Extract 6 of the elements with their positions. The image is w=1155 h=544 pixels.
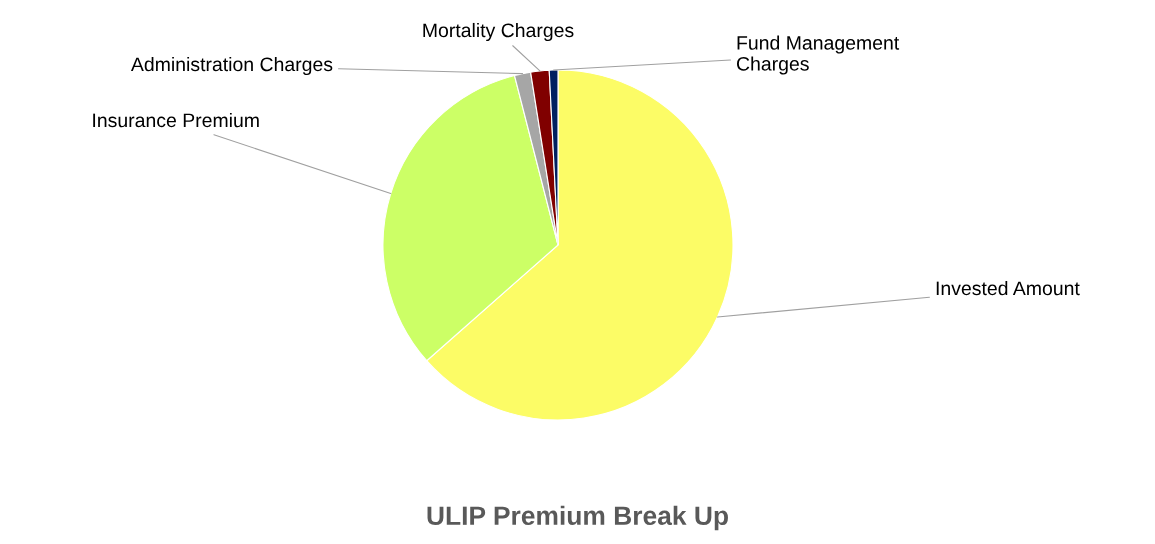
slice-label: Mortality Charges — [423, 22, 574, 42]
slice-label: Insurance Premium — [93, 112, 259, 128]
slice-label: Invested Amount — [936, 280, 1080, 296]
slice-label: Administration Charges — [130, 56, 333, 76]
slice-label: Fund Management Charges — [736, 35, 900, 75]
text: ULIP Premium Break Up — [427, 505, 728, 531]
